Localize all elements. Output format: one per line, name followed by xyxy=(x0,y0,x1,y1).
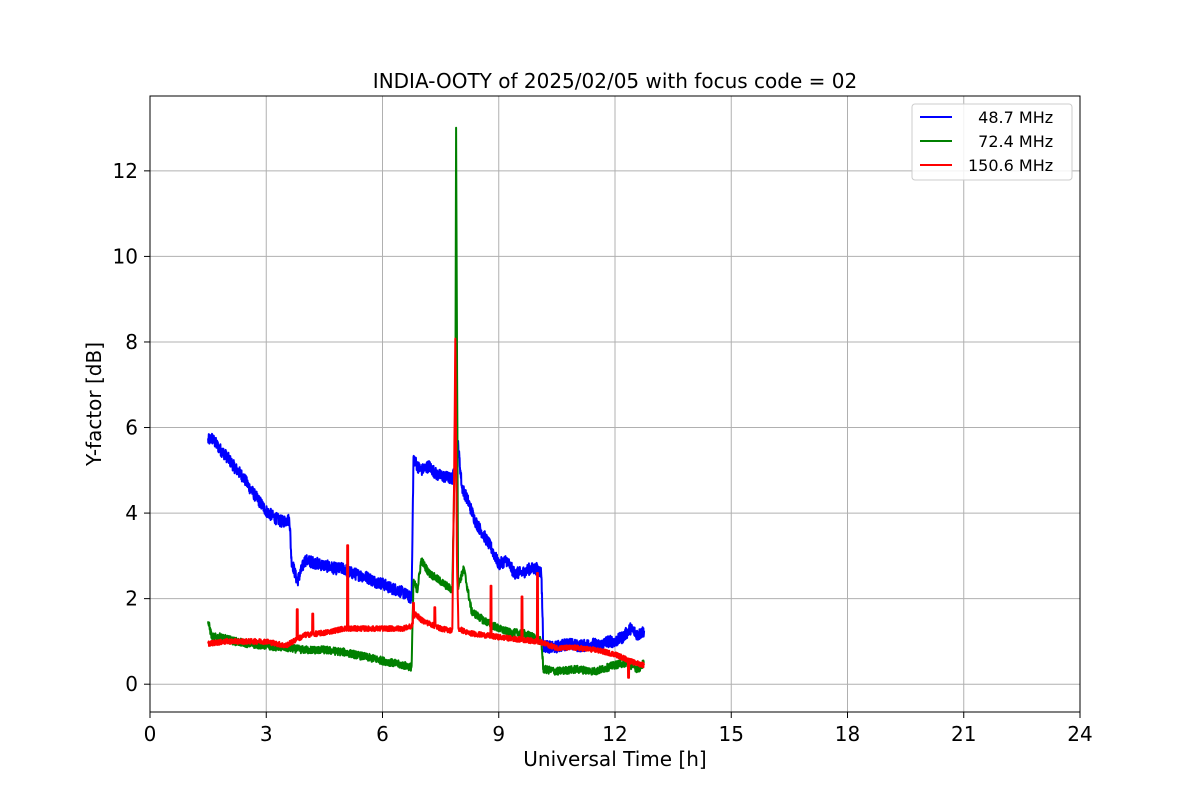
series-line-2 xyxy=(207,126,646,676)
x-tick-label: 18 xyxy=(835,722,860,746)
x-tick-label: 3 xyxy=(260,722,273,746)
y-tick-label: 6 xyxy=(125,416,138,440)
legend-box xyxy=(911,103,1073,181)
y-tick-label: 8 xyxy=(125,330,138,354)
series-line-3 xyxy=(207,337,646,679)
series-group xyxy=(207,126,646,679)
x-tick-label: 12 xyxy=(602,722,627,746)
x-tick-label: 15 xyxy=(719,722,744,746)
x-tick-label: 0 xyxy=(144,722,157,746)
x-tick-label: 21 xyxy=(951,722,976,746)
x-tick-label: 9 xyxy=(492,722,505,746)
y-axis: 0 2 4 6 8 10 12 xyxy=(113,159,150,696)
y-tick-label: 0 xyxy=(125,672,138,696)
x-axis: 0 3 6 9 12 15 18 21 24 xyxy=(144,712,1093,746)
x-tick-label: 24 xyxy=(1067,722,1092,746)
legend-label: 72.4 MHz xyxy=(968,132,1053,151)
y-tick-label: 4 xyxy=(125,501,138,525)
y-tick-label: 12 xyxy=(113,159,138,183)
x-tick-label: 6 xyxy=(376,722,389,746)
y-axis-label: Y-factor [dB] xyxy=(82,342,106,467)
y-tick-label: 2 xyxy=(125,587,138,611)
chart-title: INDIA-OOTY of 2025/02/05 with focus code… xyxy=(373,69,857,93)
legend-label: 48.7 MHz xyxy=(968,108,1053,127)
legend-label: 150.6 MHz xyxy=(968,156,1053,175)
y-tick-label: 10 xyxy=(113,244,138,268)
legend: 48.7 MHz 72.4 MHz 150.6 MHz xyxy=(911,103,1073,181)
x-axis-label: Universal Time [h] xyxy=(523,747,706,771)
series-line-1 xyxy=(207,432,646,654)
